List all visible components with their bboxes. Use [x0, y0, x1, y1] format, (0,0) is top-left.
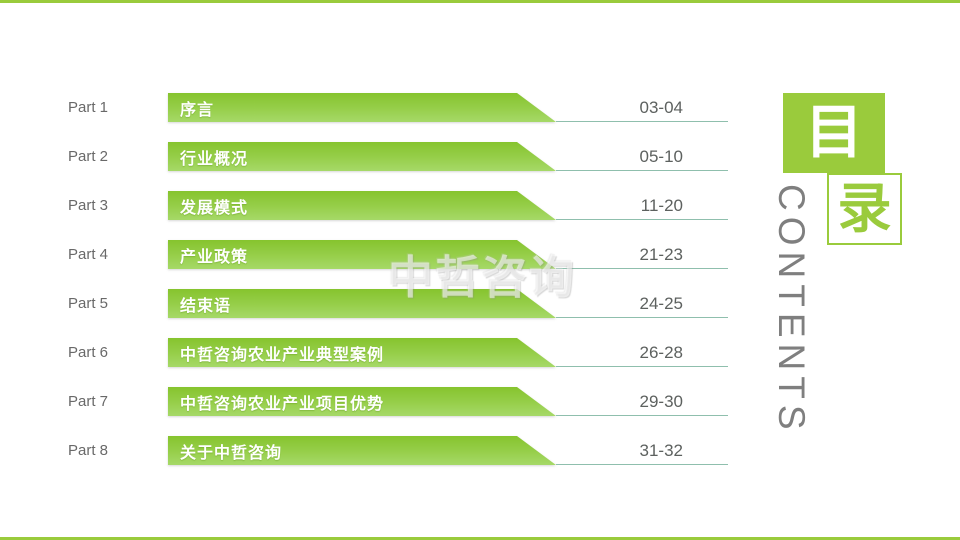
toc-entry-banner[interactable]: 关于中哲咨询	[168, 436, 556, 465]
part-label: Part 1	[68, 99, 109, 116]
toc-entry-banner[interactable]: 发展模式	[168, 191, 556, 220]
lu-character-box: 录	[827, 173, 902, 245]
toc-row-5: Part 5 结束语 24-25	[68, 289, 728, 318]
page-range: 26-28	[639, 343, 683, 362]
part-label: Part 2	[68, 148, 109, 165]
row-underline	[556, 219, 728, 220]
toc-row-2: Part 2 行业概况 05-10	[68, 142, 728, 171]
toc-entry-banner[interactable]: 序言	[168, 93, 556, 122]
mu-character: 目	[804, 100, 863, 165]
toc-entry-title: 结束语	[180, 297, 232, 315]
toc-row-6: Part 6 中哲咨询农业产业典型案例 26-28	[68, 338, 728, 367]
page-range: 11-20	[640, 196, 683, 215]
row-underline	[556, 464, 728, 465]
part-label: Part 8	[68, 442, 109, 459]
toc-row-3: Part 3 发展模式 11-20	[68, 191, 728, 220]
part-label: Part 5	[68, 295, 109, 312]
toc-entry-title: 关于中哲咨询	[180, 444, 283, 462]
toc-entry-title: 中哲咨询农业产业项目优势	[180, 395, 385, 413]
row-underline	[556, 317, 728, 318]
part-label: Part 4	[68, 246, 109, 263]
toc-entry-banner[interactable]: 中哲咨询农业产业典型案例	[168, 338, 556, 367]
part-label: Part 3	[68, 197, 109, 214]
toc-entry-title: 产业政策	[180, 248, 249, 266]
row-underline	[556, 415, 728, 416]
toc-entry-banner[interactable]: 行业概况	[168, 142, 556, 171]
toc-entry-title: 发展模式	[180, 199, 249, 217]
toc-row-7: Part 7 中哲咨询农业产业项目优势 29-30	[68, 387, 728, 416]
contents-vertical-label: CONTENTS	[771, 184, 812, 436]
top-accent-line	[0, 0, 960, 3]
toc-entry-banner[interactable]: 结束语	[168, 289, 556, 318]
toc-entry-banner[interactable]: 产业政策	[168, 240, 556, 269]
toc-entry-banner[interactable]: 中哲咨询农业产业项目优势	[168, 387, 556, 416]
row-underline	[556, 366, 728, 367]
page-range: 29-30	[639, 392, 683, 411]
toc-entry-title: 行业概况	[180, 150, 249, 168]
page-range: 03-04	[639, 98, 683, 117]
page-range: 05-10	[639, 147, 683, 166]
row-underline	[556, 268, 728, 269]
page-range: 31-32	[639, 441, 683, 460]
toc-row-4: Part 4 产业政策 21-23	[68, 240, 728, 269]
mu-character-square: 目	[783, 93, 885, 173]
bottom-accent-line	[0, 537, 960, 540]
toc-row-1: Part 1 序言 03-04	[68, 93, 728, 122]
row-underline	[556, 121, 728, 122]
toc-entry-title: 序言	[180, 101, 215, 119]
page-range: 24-25	[639, 294, 683, 313]
page-range: 21-23	[639, 245, 683, 264]
row-underline	[556, 170, 728, 171]
lu-character: 录	[837, 179, 892, 239]
part-label: Part 7	[68, 393, 109, 410]
part-label: Part 6	[68, 344, 109, 361]
toc-row-8: Part 8 关于中哲咨询 31-32	[68, 436, 728, 465]
toc-entry-title: 中哲咨询农业产业典型案例	[180, 346, 385, 364]
